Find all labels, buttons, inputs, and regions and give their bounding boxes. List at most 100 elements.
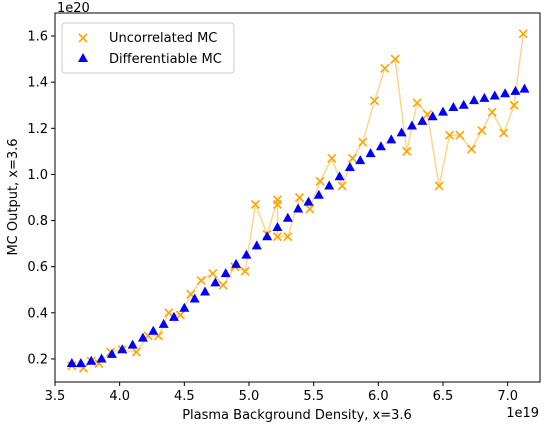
uncorrelated-mc-point <box>250 199 261 209</box>
uncorrelated-mc-point <box>208 269 218 279</box>
uncorrelated-mc-point <box>131 347 142 357</box>
uncorrelated-mc-point <box>315 176 325 186</box>
differentiable-mc-point <box>210 277 221 287</box>
differentiable-mc-point <box>334 171 345 181</box>
uncorrelated-mc-point <box>487 107 497 117</box>
differentiable-mc-point <box>303 196 314 206</box>
y-tick-label: 1.0 <box>27 168 48 183</box>
uncorrelated-mc-point <box>518 29 528 39</box>
differentiable-mc-point <box>479 92 490 102</box>
differentiable-mc-point <box>489 90 500 100</box>
differentiable-mc-point <box>282 212 293 222</box>
differentiable-mc-point <box>375 141 386 151</box>
uncorrelated-mc-point <box>444 130 455 140</box>
uncorrelated-mc-point <box>240 266 250 276</box>
uncorrelated-mc-point <box>509 100 519 110</box>
differentiable-mc-point <box>189 293 200 303</box>
differentiable-mc-point <box>86 355 97 365</box>
uncorrelated-mc-point <box>477 126 487 136</box>
x-tick-label: 5.5 <box>303 389 324 404</box>
uncorrelated-mc-point <box>434 181 444 191</box>
differentiable-mc-point <box>313 189 324 199</box>
uncorrelated-mc-point <box>390 54 400 64</box>
x-tick-label: 5.0 <box>239 389 260 404</box>
x-tick-label: 3.5 <box>45 389 66 404</box>
differentiable-mc-point <box>458 99 469 109</box>
legend-entry-differentiable: Differentiable MC <box>78 52 222 67</box>
legend-label-uncorrelated: Uncorrelated MC <box>109 31 217 46</box>
differentiable-mc-point <box>158 318 169 328</box>
differentiable-mc-point <box>344 162 355 172</box>
x-tick-label: 4.0 <box>109 389 130 404</box>
uncorrelated-mc-point <box>358 137 368 147</box>
differentiable-mc-point <box>179 302 190 312</box>
uncorrelated-mc-point <box>175 310 186 320</box>
series-layer <box>66 29 530 373</box>
uncorrelated-mc-point <box>412 98 422 108</box>
legend-triangle-marker-icon <box>78 53 88 62</box>
differentiable-mc-point <box>127 339 138 349</box>
uncorrelated-mc-point <box>499 128 509 138</box>
differentiable-mc-point <box>117 344 128 354</box>
x-tick-label: 6.0 <box>368 389 389 404</box>
differentiable-mc-point <box>519 83 530 93</box>
plot-frame <box>54 12 541 383</box>
y-tick-label: 1.2 <box>27 122 48 137</box>
y-tick-label: 0.4 <box>27 306 48 321</box>
uncorrelated-mc-point <box>455 130 465 140</box>
uncorrelated-mc-point <box>164 308 174 318</box>
differentiable-mc-point <box>293 203 304 213</box>
legend-box <box>61 22 235 74</box>
legend: Uncorrelated MC Differentiable MC <box>61 22 235 74</box>
differentiable-mc-point <box>427 111 438 121</box>
uncorrelated-mc-point <box>347 153 358 163</box>
uncorrelated-mc-point <box>272 199 283 209</box>
y-tick-label: 0.6 <box>27 260 48 275</box>
uncorrelated-mc-point <box>305 204 315 214</box>
uncorrelated-mc-point <box>380 63 390 73</box>
x-axis-label: Plasma Background Density, x=3.6 <box>182 408 412 423</box>
differentiable-mc-point <box>96 353 107 363</box>
legend-entry-uncorrelated: Uncorrelated MC <box>78 31 217 46</box>
differentiable-mc-point <box>241 249 252 259</box>
differentiable-mc-point <box>417 115 428 125</box>
uncorrelated-mc-point <box>466 144 477 154</box>
differentiable-mc-point <box>469 95 480 105</box>
differentiable-mc-point <box>386 134 397 144</box>
differentiable-mc-point <box>75 358 86 368</box>
differentiable-mc-point <box>137 332 148 342</box>
differentiable-mc-point <box>406 120 417 130</box>
differentiable-mc-point <box>324 180 335 190</box>
differentiable-mc-point <box>262 231 273 241</box>
uncorrelated-mc-point <box>402 146 412 156</box>
differentiable-mc-point <box>272 221 283 231</box>
y-tick-label: 1.6 <box>27 30 48 45</box>
uncorrelated-mc-point <box>283 232 293 242</box>
legend-label-differentiable: Differentiable MC <box>109 52 222 67</box>
ticks-layer: 3.5 4.0 4.5 5.0 5.5 6.0 6.5 7.0 0.2 0.4 0.6 0.8 1.0 1… <box>27 30 518 404</box>
uncorrelated-mc-line <box>71 33 524 370</box>
differentiable-mc-point <box>365 148 376 158</box>
uncorrelated-mc-point <box>337 181 347 191</box>
uncorrelated-mc-point <box>196 275 206 286</box>
differentiable-mc-point <box>438 106 448 116</box>
y-offset-label: 1e20 <box>57 1 90 16</box>
differentiable-mc-point <box>510 85 521 95</box>
differentiable-mc-point <box>448 102 459 112</box>
differentiable-mc-point <box>66 358 77 368</box>
differentiable-mc-point <box>251 240 262 250</box>
y-tick-label: 0.2 <box>27 352 48 367</box>
differentiable-mc-point <box>200 286 211 296</box>
x-tick-label: 6.5 <box>433 389 454 404</box>
differentiable-mc-point <box>106 348 117 358</box>
differentiable-mc-point <box>148 325 159 335</box>
y-tick-label: 1.4 <box>27 76 48 91</box>
differentiable-mc-point <box>355 155 366 165</box>
x-tick-label: 4.5 <box>174 389 195 404</box>
y-tick-label: 0.8 <box>27 214 48 229</box>
differentiable-mc-point <box>231 258 242 268</box>
differentiable-mc-point <box>220 268 231 278</box>
x-tick-label: 7.0 <box>497 389 518 404</box>
uncorrelated-mc-point <box>327 153 337 163</box>
